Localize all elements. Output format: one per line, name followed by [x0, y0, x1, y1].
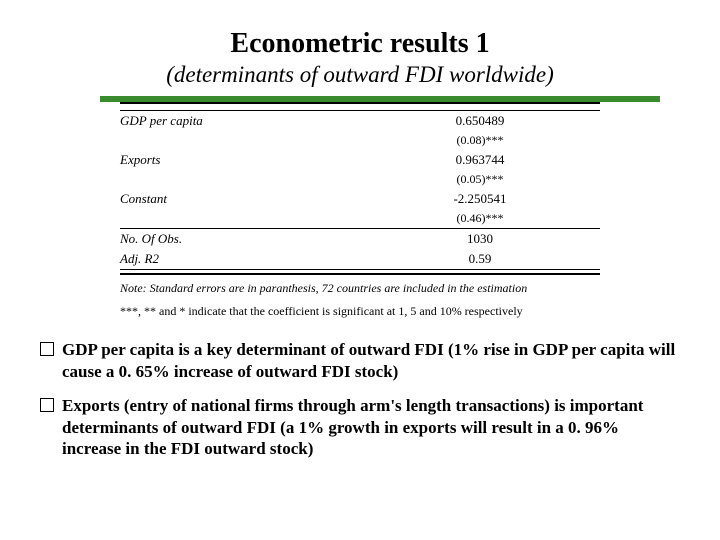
row-se: (0.46)***	[360, 211, 600, 226]
bullet-square-icon	[40, 342, 54, 356]
row-se: (0.05)***	[360, 172, 600, 187]
row-label	[120, 172, 360, 187]
row-label: GDP per capita	[120, 113, 360, 129]
table-note: Note: Standard errors are in paranthesis…	[120, 275, 600, 298]
table-row: GDP per capita 0.650489	[120, 111, 600, 131]
bullet-list: GDP per capita is a key determinant of o…	[40, 339, 680, 460]
row-coef: 0.963744	[360, 152, 600, 168]
table-row: (0.08)***	[120, 131, 600, 150]
stat-value: 1030	[360, 231, 600, 247]
row-coef: -2.250541	[360, 191, 600, 207]
results-table: GDP per capita 0.650489 (0.08)*** Export…	[120, 102, 600, 321]
row-label: Constant	[120, 191, 360, 207]
bullet-item: GDP per capita is a key determinant of o…	[40, 339, 680, 383]
table-row: Constant -2.250541	[120, 189, 600, 209]
bullet-square-icon	[40, 398, 54, 412]
table-row: (0.46)***	[120, 209, 600, 228]
row-label	[120, 133, 360, 148]
slide-title: Econometric results 1	[40, 28, 680, 60]
table-row: Exports 0.963744	[120, 150, 600, 170]
table-row: (0.05)***	[120, 170, 600, 189]
stat-label: Adj. R2	[120, 251, 360, 267]
table-row: No. Of Obs. 1030	[120, 229, 600, 249]
slide-subtitle: (determinants of outward FDI worldwide)	[40, 62, 680, 88]
bullet-text: Exports (entry of national firms through…	[62, 395, 680, 460]
row-label: Exports	[120, 152, 360, 168]
table-row: Adj. R2 0.59	[120, 249, 600, 269]
table-note: ***, ** and * indicate that the coeffici…	[120, 298, 600, 321]
stat-value: 0.59	[360, 251, 600, 267]
bullet-text: GDP per capita is a key determinant of o…	[62, 339, 680, 383]
row-coef: 0.650489	[360, 113, 600, 129]
row-label	[120, 211, 360, 226]
row-se: (0.08)***	[360, 133, 600, 148]
bullet-item: Exports (entry of national firms through…	[40, 395, 680, 460]
stat-label: No. Of Obs.	[120, 231, 360, 247]
